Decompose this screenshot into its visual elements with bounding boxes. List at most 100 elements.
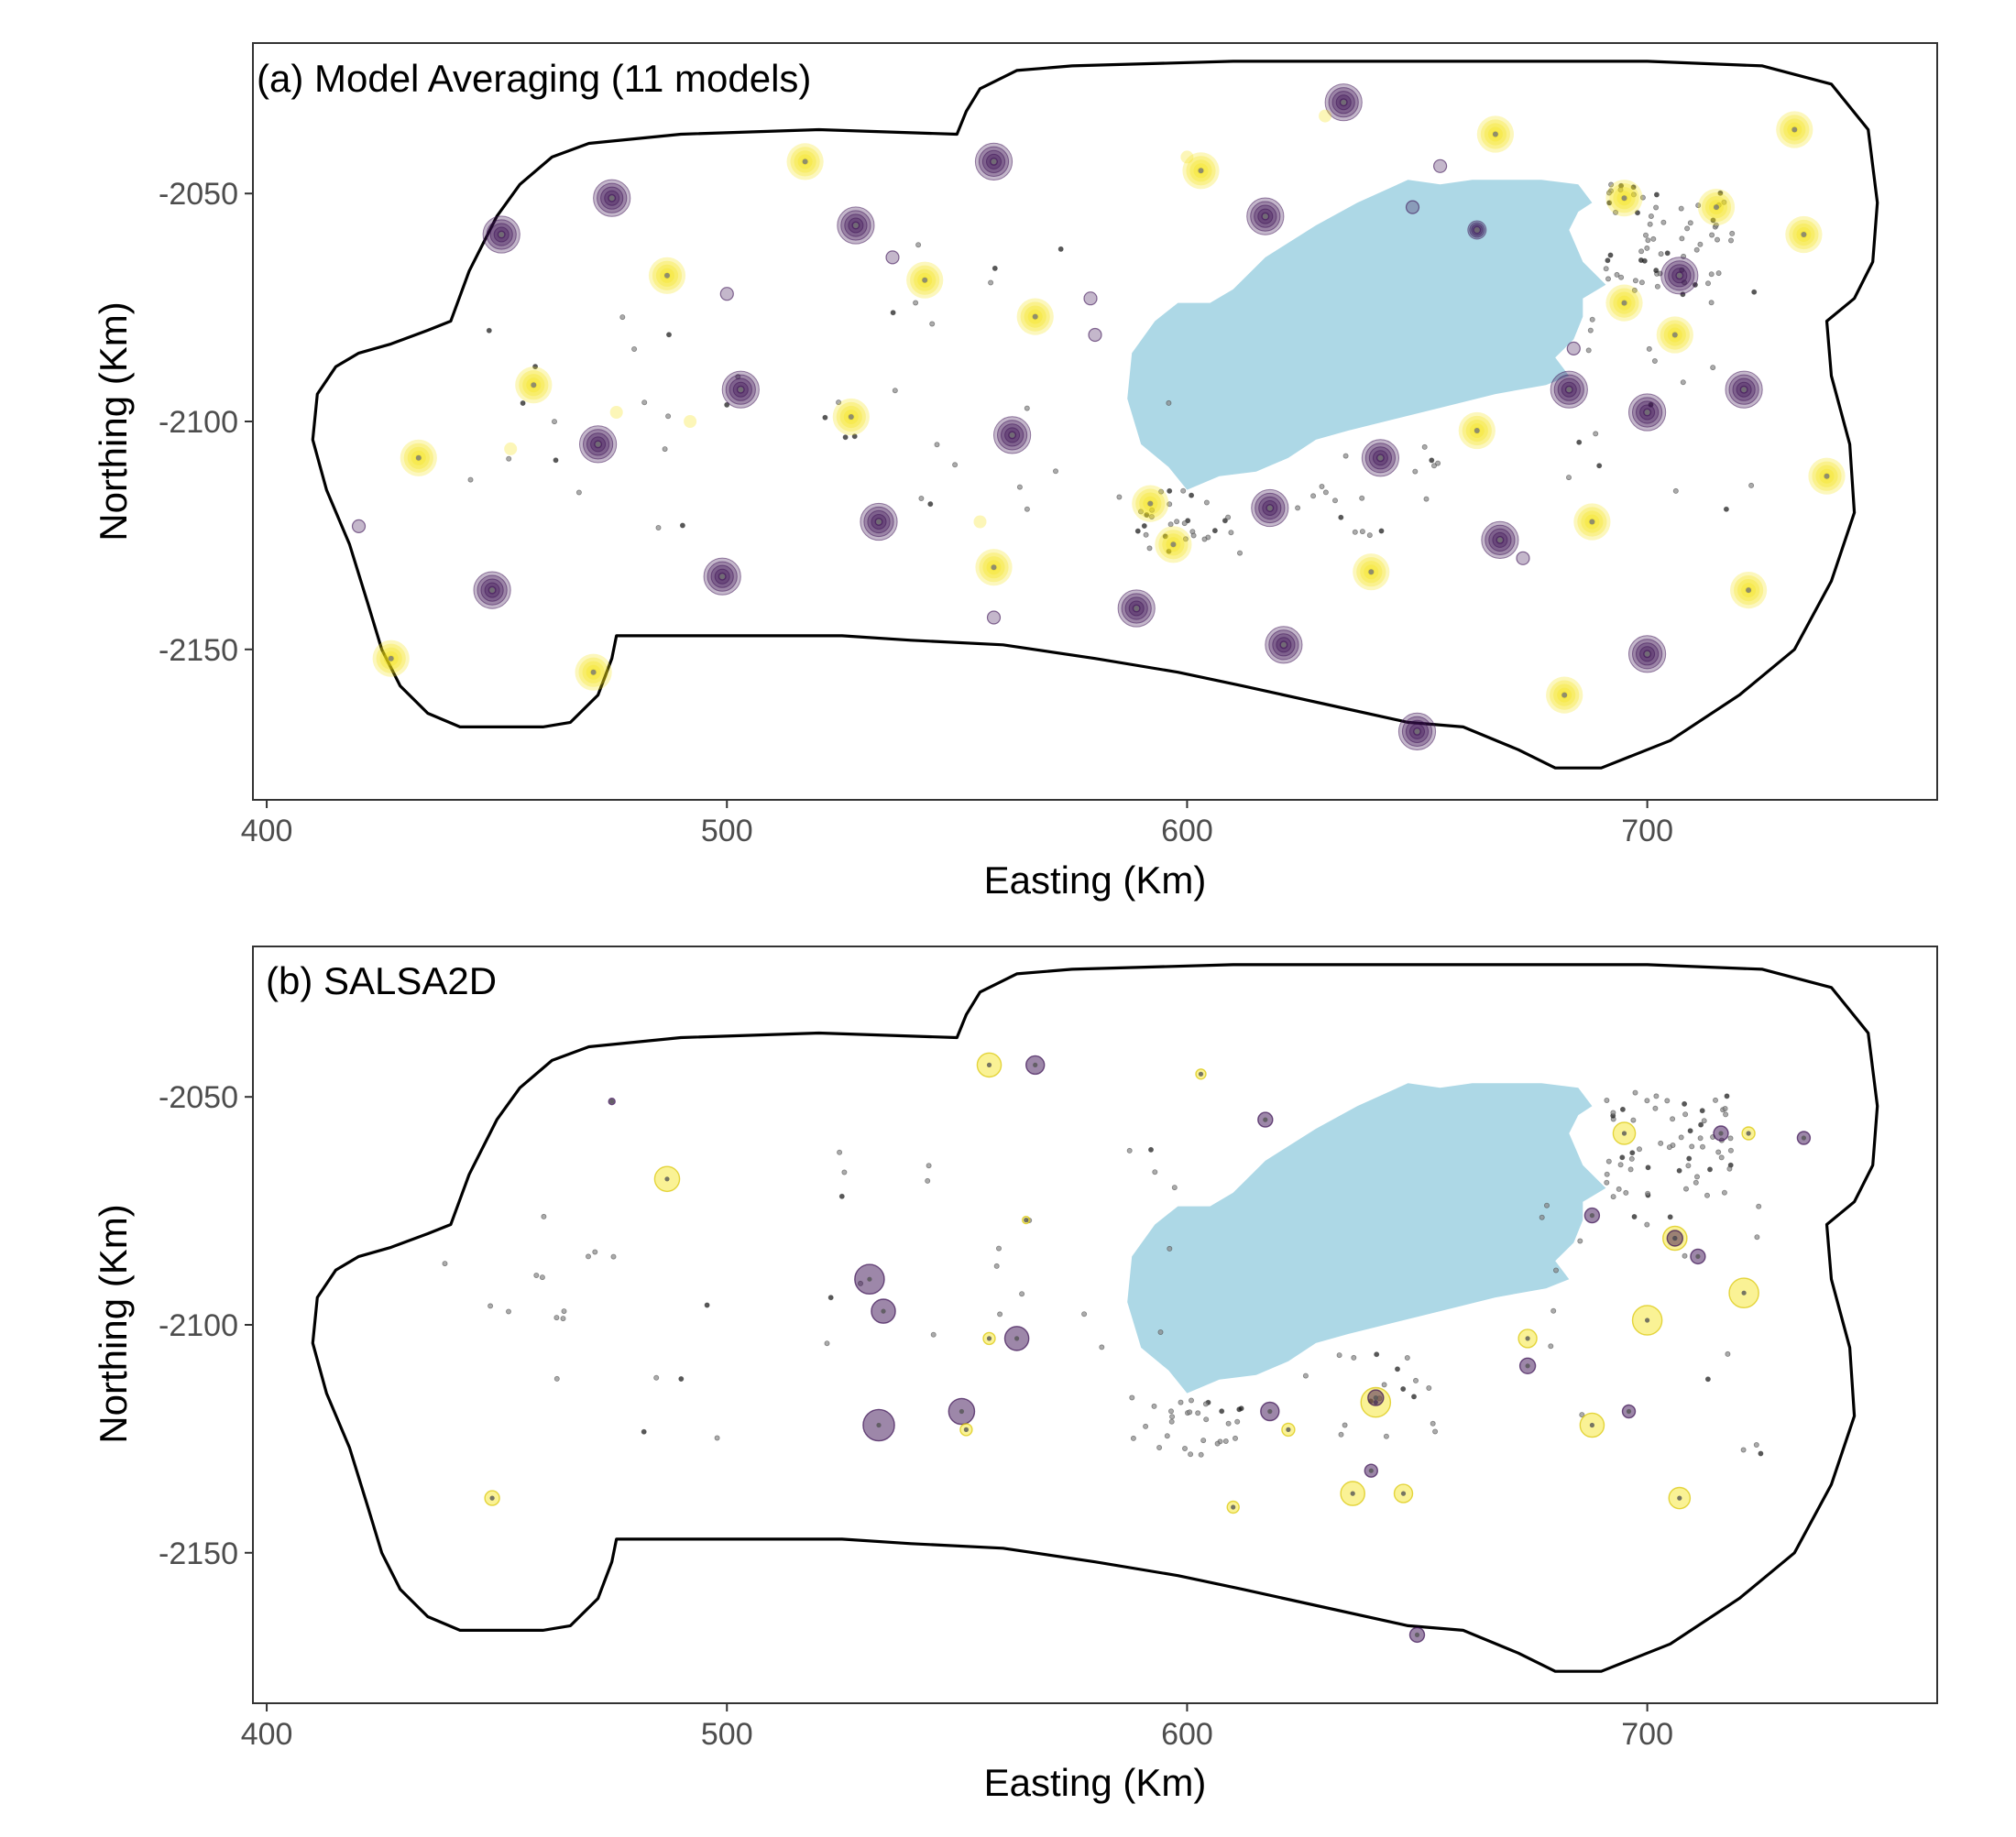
observation-point — [1619, 1106, 1626, 1112]
circle-center — [1741, 1290, 1747, 1296]
observation-point — [842, 434, 849, 441]
circle-center — [1525, 1336, 1530, 1341]
circle-center — [1621, 1131, 1627, 1136]
observation-point — [1728, 237, 1735, 244]
observation-point — [1148, 1146, 1155, 1153]
study-boundary — [311, 963, 1879, 1673]
circle-center — [1801, 232, 1807, 237]
circle-center — [1746, 587, 1752, 594]
observation-points — [467, 181, 1758, 556]
observation-point — [592, 1249, 598, 1255]
observation-point — [1149, 507, 1156, 513]
circle-center — [881, 1308, 886, 1314]
small-prediction-marker — [986, 610, 1002, 625]
observation-point — [486, 327, 492, 334]
observation-point — [1168, 1408, 1175, 1415]
circle-center — [1746, 1131, 1751, 1136]
observation-point — [1338, 1431, 1344, 1438]
circle-center — [531, 382, 537, 388]
observation-point — [1623, 1189, 1629, 1196]
observation-point — [1589, 316, 1595, 323]
boundary-layer — [311, 963, 1879, 1673]
observation-point — [1628, 1155, 1635, 1162]
circle-center — [1621, 300, 1627, 306]
observation-point — [1645, 1190, 1651, 1197]
observation-point — [918, 496, 925, 502]
prediction-circles — [484, 1052, 1812, 1644]
circle-center — [1677, 1495, 1682, 1501]
observation-point — [1604, 1179, 1610, 1186]
observation-point — [1631, 1214, 1638, 1220]
observation-point — [1548, 1343, 1554, 1350]
observation-point — [1157, 1329, 1164, 1336]
observation-point — [1700, 1143, 1706, 1150]
circle-center — [1280, 641, 1287, 648]
observation-point — [1748, 482, 1755, 488]
observation-point — [1682, 1252, 1688, 1259]
observation-point — [1648, 213, 1654, 219]
observation-point — [1704, 1192, 1711, 1198]
observation-point — [1144, 512, 1150, 519]
observation-point — [1411, 1394, 1418, 1400]
observation-point — [1168, 1418, 1175, 1425]
observation-point — [1053, 468, 1059, 475]
observation-point — [1727, 1135, 1734, 1142]
circle-center — [1791, 126, 1798, 133]
observation-point — [1188, 1451, 1194, 1458]
circle-center — [1414, 1632, 1420, 1637]
observation-point — [997, 1311, 1003, 1318]
observation-point — [1426, 1385, 1432, 1392]
observation-point — [1099, 1344, 1105, 1350]
circle-center — [1561, 692, 1568, 698]
circle-center — [1170, 541, 1177, 548]
observation-point — [1643, 232, 1649, 238]
small-prediction-marker — [1405, 200, 1420, 214]
observation-point — [1429, 457, 1435, 464]
observation-point — [1678, 205, 1684, 212]
observation-point — [915, 242, 922, 248]
observation-point — [1725, 1350, 1731, 1357]
observation-point — [1143, 531, 1149, 538]
observation-point — [1645, 1165, 1651, 1171]
observation-point — [1751, 289, 1758, 295]
observation-point — [641, 1428, 647, 1435]
observation-point — [1693, 246, 1700, 253]
observation-point — [1697, 241, 1704, 247]
observation-point — [1596, 463, 1603, 469]
observation-point — [1680, 379, 1686, 386]
observation-point — [1632, 278, 1638, 284]
observation-point — [1758, 1450, 1764, 1457]
observation-point — [1187, 1409, 1193, 1416]
observation-point — [1189, 1397, 1195, 1404]
observation-point — [1708, 300, 1715, 306]
observation-point — [1724, 1093, 1730, 1099]
circle-center — [664, 272, 670, 279]
observation-point — [1190, 532, 1197, 539]
observation-point — [1604, 1171, 1610, 1177]
observation-point — [1715, 1149, 1722, 1155]
observation-point — [1644, 245, 1650, 251]
circle-center — [1400, 1491, 1407, 1496]
circle-center — [991, 564, 997, 571]
small-prediction-marker — [1516, 551, 1530, 565]
circle-center — [1350, 1491, 1355, 1496]
observation-point — [1653, 268, 1660, 274]
observation-point — [442, 1261, 448, 1267]
observation-point — [619, 314, 626, 321]
observation-point — [506, 1308, 512, 1315]
observation-point — [1638, 279, 1645, 286]
observation-point — [1709, 232, 1715, 238]
observation-point — [1233, 1435, 1239, 1441]
observation-point — [467, 476, 474, 483]
circle-center — [1589, 1213, 1594, 1219]
observation-point — [1138, 508, 1145, 515]
observation-point — [1713, 1097, 1719, 1103]
observation-point — [1310, 493, 1317, 499]
panel-b-ylabel: Northing (Km) — [92, 1204, 135, 1443]
x-tick-label: 700 — [1621, 1717, 1673, 1752]
observation-point — [1740, 1447, 1747, 1453]
observation-point — [1182, 1446, 1189, 1452]
circle-center — [1368, 569, 1375, 575]
observation-point — [533, 1273, 540, 1279]
